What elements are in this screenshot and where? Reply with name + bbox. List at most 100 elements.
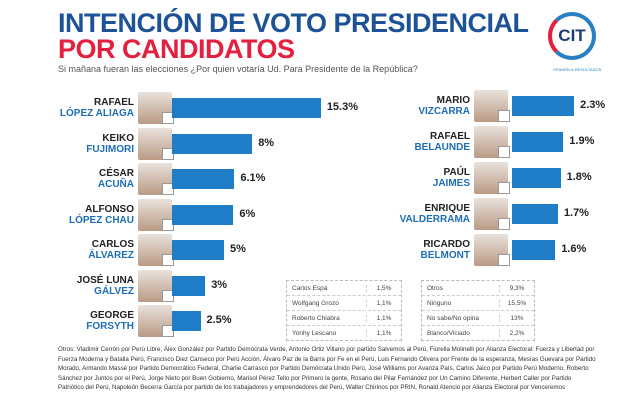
candidate-name: CÉSAR ACUÑA — [24, 168, 134, 190]
option-name: Carlos Espá — [292, 284, 328, 292]
first-name: RAFAEL — [430, 131, 470, 142]
first-name: JOSÉ LUNA — [76, 274, 134, 286]
option-value: 2,2% — [499, 329, 534, 337]
party-logo-icon — [498, 146, 510, 158]
table-row: Yonhy Lescano 1,1% — [287, 326, 401, 340]
last-name: VIZCARRA — [418, 106, 470, 117]
candidate-photo — [138, 127, 174, 160]
party-logo-icon — [162, 254, 174, 266]
candidate-name: GEORGE FORSYTH — [24, 310, 134, 332]
bar — [172, 98, 321, 118]
table-row: Wolfgang Grozo 1,1% — [287, 296, 401, 311]
candidate-photo — [474, 198, 510, 230]
candidate-name: RICARDO BELMONT — [360, 239, 470, 261]
others-table-1: Carlos Espá 1,5% Wolfgang Grozo 1,1% Roberto… — [286, 280, 402, 341]
others-table-2: Otros 9,3% Ninguno 15,5% No sabe/No opina 13%… — [421, 280, 535, 341]
logo-sub: OPINIÓN & RESULTADOS — [553, 67, 602, 72]
data-label: 1.9% — [569, 135, 595, 147]
candidate-row: CÉSAR ACUÑA — [24, 163, 134, 195]
bar — [512, 96, 575, 116]
data-label: 1.7% — [563, 207, 589, 219]
candidate-photo — [138, 234, 174, 266]
last-name: ACUÑA — [97, 179, 134, 190]
party-logo-icon — [162, 325, 174, 337]
candidate-row: ALFONSO LÓPEZ CHAU — [24, 199, 134, 231]
candidate-photo — [138, 269, 174, 302]
data-label: 6% — [239, 207, 256, 220]
option-value: 1,1% — [366, 299, 401, 307]
option-name: Otros — [427, 284, 443, 292]
candidate-name: ALFONSO LÓPEZ CHAU — [24, 204, 134, 226]
bar — [172, 240, 224, 260]
candidate-row: JOSÉ LUNA GÁLVEZ — [24, 270, 134, 302]
bar — [512, 204, 558, 224]
candidate-name: RAFAEL LÓPEZ ALIAGA — [24, 97, 134, 119]
party-logo-icon — [498, 254, 510, 266]
candidate-name: JOSÉ LUNA GÁLVEZ — [24, 275, 134, 297]
candidate-photo — [138, 305, 174, 337]
party-logo-icon — [498, 182, 510, 194]
last-name: JAIMES — [432, 178, 470, 189]
party-logo-icon — [498, 218, 510, 230]
option-name: Wolfgang Grozo — [292, 299, 339, 307]
bar — [172, 204, 234, 225]
candidate-photo — [474, 126, 510, 158]
data-label: 2.3% — [580, 99, 606, 111]
last-name: LÓPEZ ALIAGA — [59, 108, 134, 119]
first-name: ALFONSO — [85, 203, 134, 215]
last-name: BELAUNDE — [414, 142, 470, 153]
last-name: LÓPEZ CHAU — [69, 214, 134, 226]
option-value: 1,1% — [366, 314, 401, 322]
candidate-name: CARLOS ÁLVAREZ — [24, 239, 134, 261]
table-row: Otros 9,3% — [422, 281, 534, 296]
option-value: 1,5% — [366, 284, 401, 292]
option-value: 1,1% — [366, 329, 401, 337]
last-name: GÁLVEZ — [94, 285, 134, 297]
last-name: VALDERRAMA — [399, 214, 470, 225]
candidate-row: GEORGE FORSYTH — [24, 305, 134, 337]
first-name: KEIKO — [102, 132, 134, 144]
data-label: 1.6% — [561, 243, 587, 255]
candidate-row: PAÚL JAIMES — [360, 162, 470, 194]
bar — [172, 311, 201, 331]
option-value: 9,3% — [499, 284, 534, 292]
party-logo-icon — [162, 218, 174, 231]
table-row: No sabe/No opina 13% — [422, 311, 534, 326]
candidate-photo — [138, 163, 174, 195]
question: Si mañana fueran las elecciones ¿Por qui… — [58, 64, 418, 74]
candidate-photo — [138, 92, 174, 124]
party-logo-icon — [498, 110, 510, 122]
candidate-row: CARLOS ÁLVAREZ — [24, 234, 134, 266]
last-name: FORSYTH — [86, 321, 134, 332]
candidate-name: KEIKO FUJIMORI — [24, 133, 134, 155]
candidate-photo — [138, 198, 174, 231]
first-name: CÉSAR — [98, 168, 134, 179]
bar — [512, 132, 564, 152]
candidate-row: KEIKO FUJIMORI — [24, 128, 134, 160]
data-label: 8% — [258, 136, 275, 149]
data-label: 5% — [230, 243, 246, 255]
footnote: Otros: Vladimir Cerrón por Perú Libre, Á… — [58, 346, 596, 391]
option-name: Blanco/Viciado — [427, 329, 470, 337]
candidate-row: RICARDO BELMONT — [360, 234, 470, 266]
table-row: Roberto Chiabra 1,1% — [287, 311, 401, 326]
last-name: ÁLVAREZ — [88, 250, 134, 261]
candidate-name: ENRIQUE VALDERRAMA — [360, 203, 470, 225]
candidate-name: RAFAEL BELAUNDE — [360, 131, 470, 153]
candidate-name: PAÚL JAIMES — [360, 167, 470, 189]
party-logo-icon — [162, 183, 174, 195]
data-label: 1.8% — [566, 171, 592, 183]
bar — [512, 240, 556, 260]
first-name: PAÚL — [443, 167, 470, 178]
candidate-row: RAFAEL LÓPEZ ALIAGA — [24, 92, 134, 124]
first-name: GEORGE — [90, 310, 134, 321]
party-logo-icon — [162, 147, 174, 160]
first-name: RICARDO — [423, 239, 470, 250]
bar — [512, 168, 561, 188]
candidate-photo — [474, 234, 510, 266]
party-logo-icon — [162, 112, 174, 124]
option-name: Yonhy Lescano — [292, 329, 337, 337]
bar — [172, 275, 206, 296]
first-name: MARIO — [436, 95, 470, 106]
option-value: 15,5% — [499, 299, 534, 307]
